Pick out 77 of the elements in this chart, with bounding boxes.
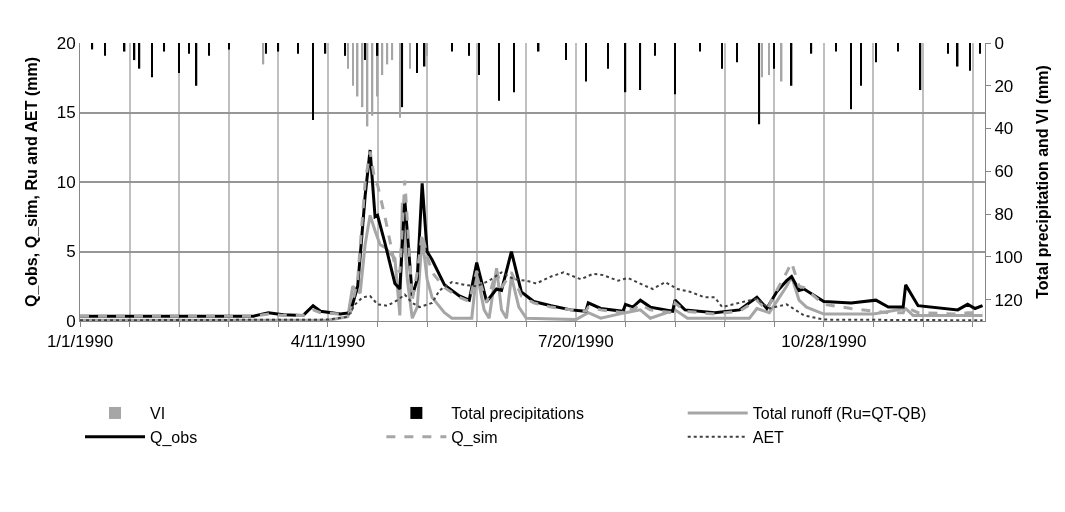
bar bbox=[768, 43, 771, 76]
y2-tick-label: 100 bbox=[994, 247, 1023, 267]
y2-tick-label: 0 bbox=[994, 33, 1004, 53]
bar bbox=[352, 43, 354, 86]
y-tick-label: 15 bbox=[56, 103, 76, 123]
bar bbox=[654, 43, 656, 56]
bar bbox=[736, 43, 738, 63]
bar bbox=[478, 43, 480, 76]
bar bbox=[758, 43, 761, 125]
bar bbox=[875, 43, 877, 63]
bar bbox=[409, 43, 411, 69]
bar bbox=[721, 43, 723, 69]
bar bbox=[163, 43, 166, 52]
x-tick-label: 10/28/1990 bbox=[781, 332, 867, 352]
bar bbox=[761, 43, 763, 78]
bar bbox=[513, 43, 515, 93]
bar bbox=[674, 43, 676, 95]
x-tick-label: 4/11/1990 bbox=[290, 332, 366, 352]
bar bbox=[277, 43, 280, 52]
bar bbox=[347, 43, 349, 69]
bar bbox=[468, 43, 471, 56]
bar bbox=[138, 43, 141, 69]
bar bbox=[850, 43, 852, 110]
bar bbox=[188, 43, 190, 54]
bar bbox=[969, 43, 971, 71]
y-tick-label: 0 bbox=[66, 311, 76, 331]
bar bbox=[401, 43, 404, 108]
bar bbox=[451, 43, 453, 52]
legend-label: VI bbox=[150, 405, 166, 423]
bar bbox=[228, 43, 230, 50]
bar bbox=[639, 43, 642, 91]
bar bbox=[344, 43, 347, 56]
bar bbox=[810, 43, 813, 54]
bar bbox=[699, 43, 701, 52]
bar bbox=[835, 43, 837, 52]
y2-tick-label: 120 bbox=[994, 290, 1023, 310]
y2-axis-title: Total precipitation and VI (mm) bbox=[1034, 65, 1052, 299]
bar bbox=[416, 43, 418, 73]
bar bbox=[979, 43, 981, 54]
bar bbox=[399, 43, 401, 118]
y-axis-title: Q_obs, Q_sim, Ru and AET (mm) bbox=[22, 56, 40, 308]
x-tick-label: 7/20/1990 bbox=[538, 332, 614, 352]
y-tick-label: 5 bbox=[66, 242, 76, 262]
bar bbox=[104, 43, 106, 56]
legend-label: Total runoff (Ru=QT-QB) bbox=[752, 405, 927, 423]
x-tick-label: 1/1/1990 bbox=[46, 332, 114, 352]
bar bbox=[773, 43, 775, 69]
y-tick-label: 20 bbox=[56, 33, 76, 53]
legend-label: Q_obs bbox=[150, 429, 198, 447]
bar bbox=[151, 43, 153, 78]
bar bbox=[498, 43, 500, 101]
y2-tick-label: 20 bbox=[994, 76, 1014, 96]
bar bbox=[624, 43, 627, 93]
bar bbox=[607, 43, 609, 69]
bar bbox=[297, 43, 299, 54]
bar bbox=[585, 43, 587, 82]
bar bbox=[860, 43, 862, 86]
bar bbox=[391, 43, 394, 61]
bar bbox=[178, 43, 180, 73]
bar bbox=[947, 43, 949, 54]
y2-tick-label: 40 bbox=[994, 119, 1014, 139]
bar bbox=[426, 43, 428, 56]
legend-label: AET bbox=[752, 429, 785, 446]
bar bbox=[364, 43, 366, 61]
y2-tick-label: 80 bbox=[994, 205, 1014, 225]
bar bbox=[897, 43, 899, 52]
bar bbox=[208, 43, 210, 56]
bar bbox=[565, 43, 567, 61]
legend-label: Q_sim bbox=[451, 429, 498, 447]
legend-label: Total precipitations bbox=[451, 405, 584, 423]
y-tick-label: 10 bbox=[56, 172, 76, 192]
bar bbox=[376, 43, 379, 56]
bar bbox=[312, 43, 314, 120]
bar bbox=[324, 43, 327, 54]
bar bbox=[265, 43, 267, 54]
y2-tick-label: 60 bbox=[994, 162, 1014, 182]
bar bbox=[123, 43, 126, 52]
